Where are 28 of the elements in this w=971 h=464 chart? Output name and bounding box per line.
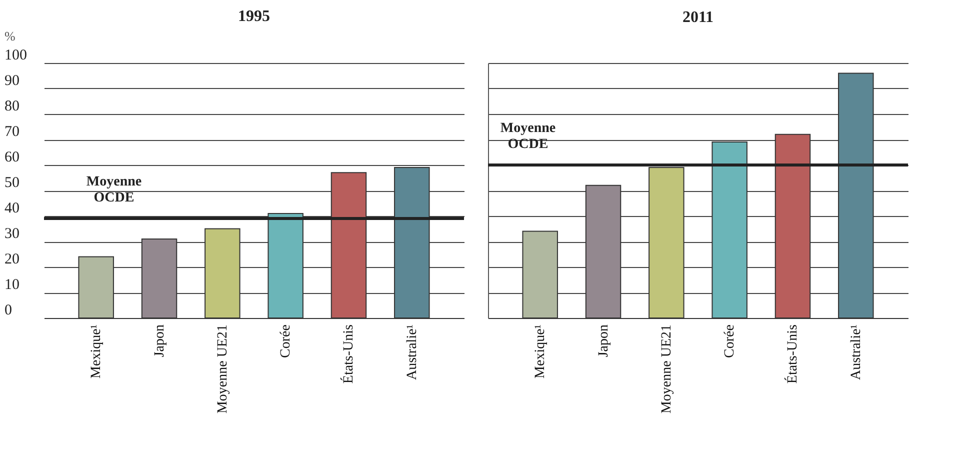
- x-tick-label: Corée: [722, 324, 738, 358]
- x-tick-label: Japon: [152, 324, 168, 358]
- x-tick-label: Japon: [596, 324, 612, 358]
- x-tick-label: Moyenne UE21: [215, 324, 230, 414]
- x-tick-label: États-Unis: [784, 324, 801, 384]
- y-tick-label: 20: [4, 252, 20, 268]
- x-tick-label: Australie¹: [848, 324, 864, 380]
- ref-line-label: Moyenne OCDE: [86, 174, 142, 206]
- y-tick-label: 60: [4, 150, 20, 166]
- y-axis-title: %: [4, 28, 16, 44]
- x-tick-label: États-Unis: [340, 324, 357, 384]
- chart-title: 1995: [238, 8, 270, 25]
- y-tick-label: 80: [4, 98, 20, 114]
- x-tick-label: Australie¹: [404, 324, 420, 380]
- y-tick-label: 30: [4, 226, 20, 242]
- chart-title: 2011: [682, 9, 714, 26]
- y-tick-label: 50: [4, 175, 20, 191]
- y-tick-label: 70: [4, 124, 20, 140]
- y-tick-label: 90: [4, 73, 20, 89]
- y-tick-label: 0: [4, 302, 12, 318]
- x-tick-label: Mexique¹: [89, 324, 104, 378]
- y-tick-label: 100: [4, 48, 27, 64]
- y-tick-label: 40: [4, 200, 20, 216]
- x-tick-label: Mexique¹: [533, 324, 548, 378]
- ref-line-label: Moyenne OCDE: [500, 121, 556, 152]
- x-tick-label: Moyenne UE21: [659, 324, 674, 414]
- x-tick-label: Corée: [278, 324, 294, 358]
- y-tick-label: 10: [4, 277, 20, 293]
